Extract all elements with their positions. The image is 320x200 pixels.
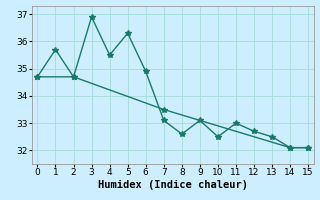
X-axis label: Humidex (Indice chaleur): Humidex (Indice chaleur) <box>98 180 248 190</box>
